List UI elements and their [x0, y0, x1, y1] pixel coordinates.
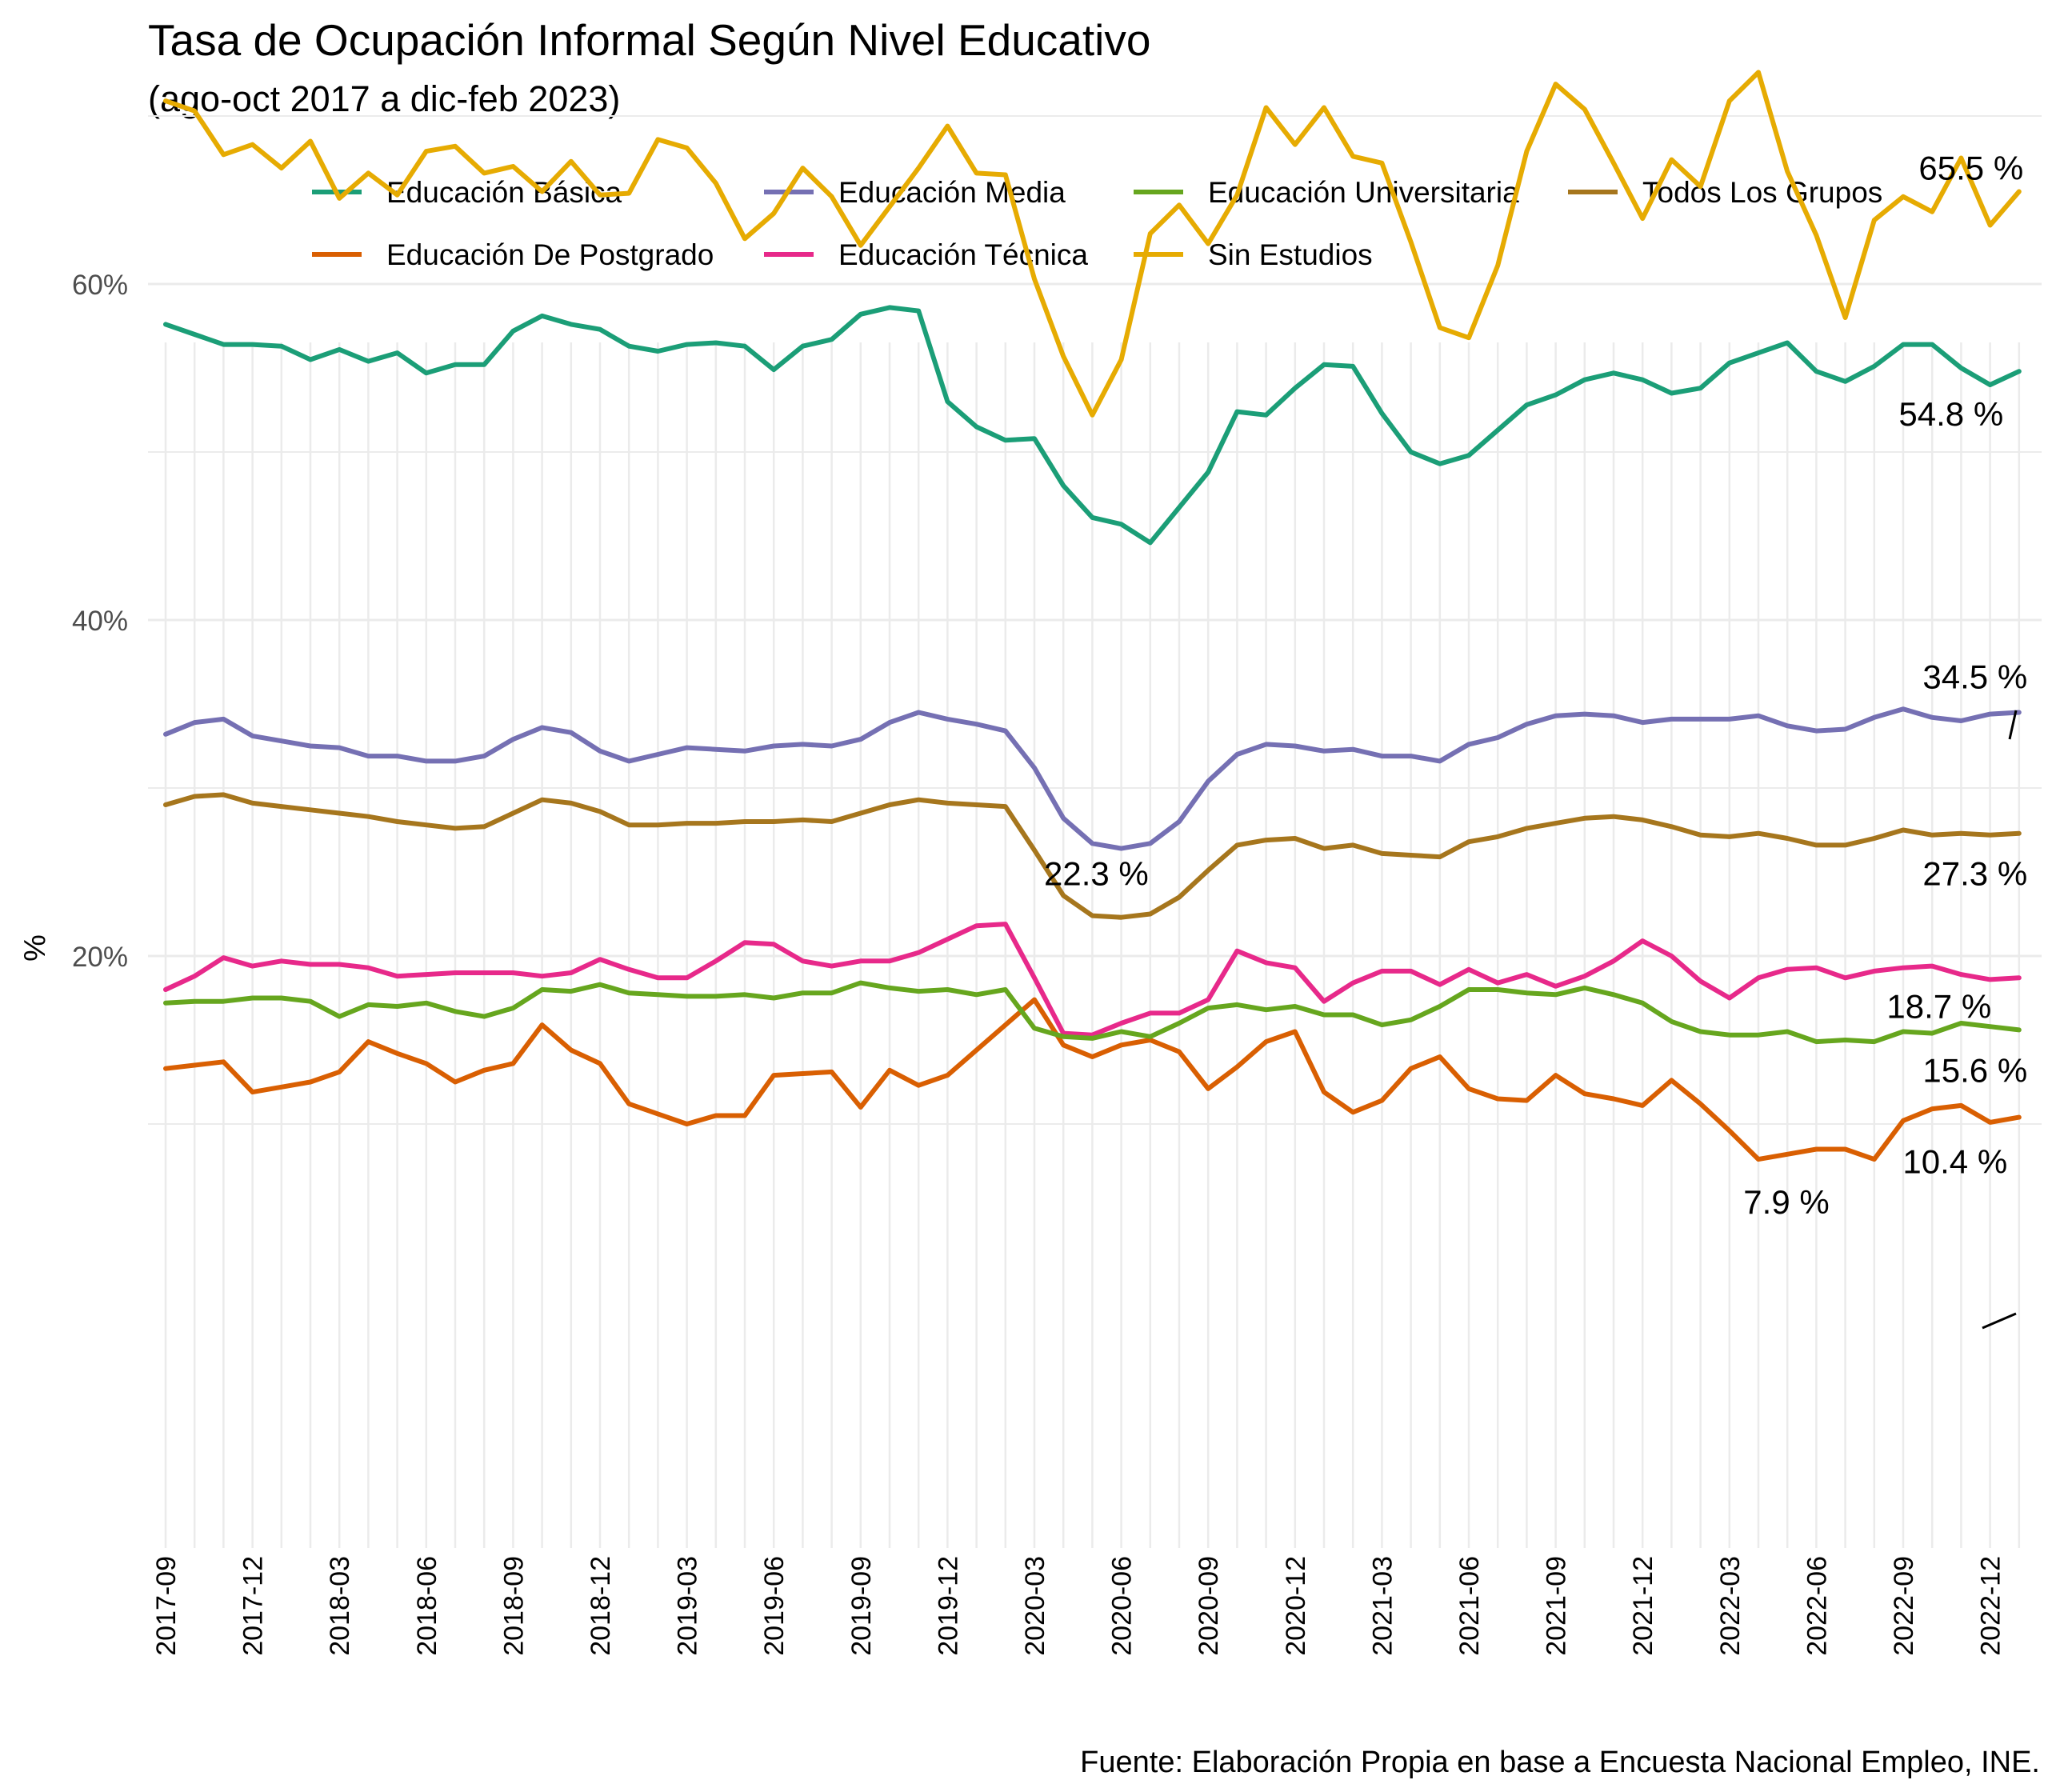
- annotations: 65.5 % 54.8 % 34.5 % 27.3 % 22.3 % 18.7 % 15.6…: [1044, 150, 2027, 1330]
- x-tick-label: 2017-09: [151, 1556, 182, 1656]
- x-tick-label: 2022-03: [1715, 1556, 1746, 1656]
- x-tick-label: 2021-12: [1628, 1556, 1658, 1656]
- x-tick-label: 2019-03: [673, 1556, 703, 1656]
- legend-item: Educación De Postgrado: [312, 238, 714, 271]
- data-label: 65.5 %: [1918, 150, 2023, 187]
- y-tick-label: 60%: [72, 270, 128, 301]
- series-line: [163, 792, 2022, 920]
- annotation-leader: [2008, 710, 2018, 740]
- legend-label: Sin Estudios: [1208, 238, 1373, 271]
- y-axis-title: %: [18, 934, 52, 962]
- data-label: 34.5 %: [1922, 658, 2027, 696]
- series-line: [163, 980, 2022, 1045]
- data-label: 15.6 %: [1922, 1051, 2027, 1089]
- legend-label: Educación Universitaria: [1208, 176, 1519, 209]
- y-tick-label: 20%: [72, 942, 128, 973]
- y-tick-label: 40%: [72, 606, 128, 637]
- x-tick-label: 2020-12: [1281, 1556, 1311, 1656]
- x-tick-label: 2019-06: [759, 1556, 790, 1656]
- data-label: 7.9 %: [1743, 1183, 1829, 1221]
- legend-item: Educación Media: [764, 176, 1066, 209]
- x-tick-label: 2022-09: [1889, 1556, 1919, 1656]
- series-line: [163, 922, 2022, 1038]
- x-tick-label: 2022-12: [1976, 1556, 2006, 1656]
- x-tick-label: 2020-09: [1194, 1556, 1224, 1656]
- x-axis: 2017-09 2017-12 2018-03 2018-06 2018-09 2018-…: [151, 1556, 2006, 1656]
- legend-item: Educación Universitaria: [1134, 176, 1519, 209]
- y-axis: 20% 40% 60%: [72, 270, 128, 973]
- x-tick-label: 2017-12: [238, 1556, 269, 1656]
- x-tick-label: 2021-03: [1367, 1556, 1398, 1656]
- legend-item: Sin Estudios: [1134, 238, 1373, 271]
- x-tick-label: 2019-12: [933, 1556, 963, 1656]
- series-line: [163, 997, 2022, 1162]
- series-lines: [163, 70, 2022, 1162]
- data-label: 22.3 %: [1044, 855, 1149, 893]
- legend-label: Educación De Postgrado: [386, 238, 714, 271]
- data-label: 27.3 %: [1922, 855, 2027, 893]
- data-label: 18.7 %: [1886, 987, 1991, 1025]
- legend-item: Educación Básica: [312, 176, 622, 209]
- data-label: 54.8 %: [1898, 395, 2003, 433]
- legend: Educación Básica Educación De Postgrado Ed…: [312, 176, 1882, 271]
- x-tick-label: 2022-06: [1802, 1556, 1832, 1656]
- grid: [148, 115, 2042, 1548]
- legend-label: Todos Los Grupos: [1642, 176, 1882, 209]
- x-tick-label: 2018-06: [412, 1556, 442, 1656]
- chart-caption: Fuente: Elaboración Propia en base a Enc…: [1080, 1746, 2040, 1779]
- series-line: [163, 706, 2022, 851]
- chart-subtitle: (ago-oct 2017 a dic-feb 2023): [148, 78, 621, 119]
- legend-item: Todos Los Grupos: [1568, 176, 1882, 209]
- legend-item: Educación Técnica: [764, 238, 1088, 271]
- x-tick-label: 2020-06: [1107, 1556, 1138, 1656]
- series-line: [163, 70, 2022, 418]
- x-tick-label: 2020-03: [1020, 1556, 1050, 1656]
- x-tick-label: 2021-09: [1542, 1556, 1572, 1656]
- chart-title: Tasa de Ocupación Informal Según Nivel E…: [148, 15, 1151, 65]
- x-tick-label: 2021-06: [1454, 1556, 1485, 1656]
- series-line: [163, 305, 2022, 546]
- legend-label: Educación Media: [838, 176, 1066, 209]
- x-tick-label: 2018-03: [325, 1556, 355, 1656]
- legend-label: Educación Básica: [386, 176, 622, 209]
- legend-label: Educación Técnica: [838, 238, 1088, 271]
- data-label: 10.4 %: [1902, 1143, 2007, 1181]
- x-tick-label: 2019-09: [846, 1556, 877, 1656]
- x-tick-label: 2018-09: [498, 1556, 529, 1656]
- annotation-leader: [1982, 1312, 2017, 1330]
- x-tick-label: 2018-12: [586, 1556, 616, 1656]
